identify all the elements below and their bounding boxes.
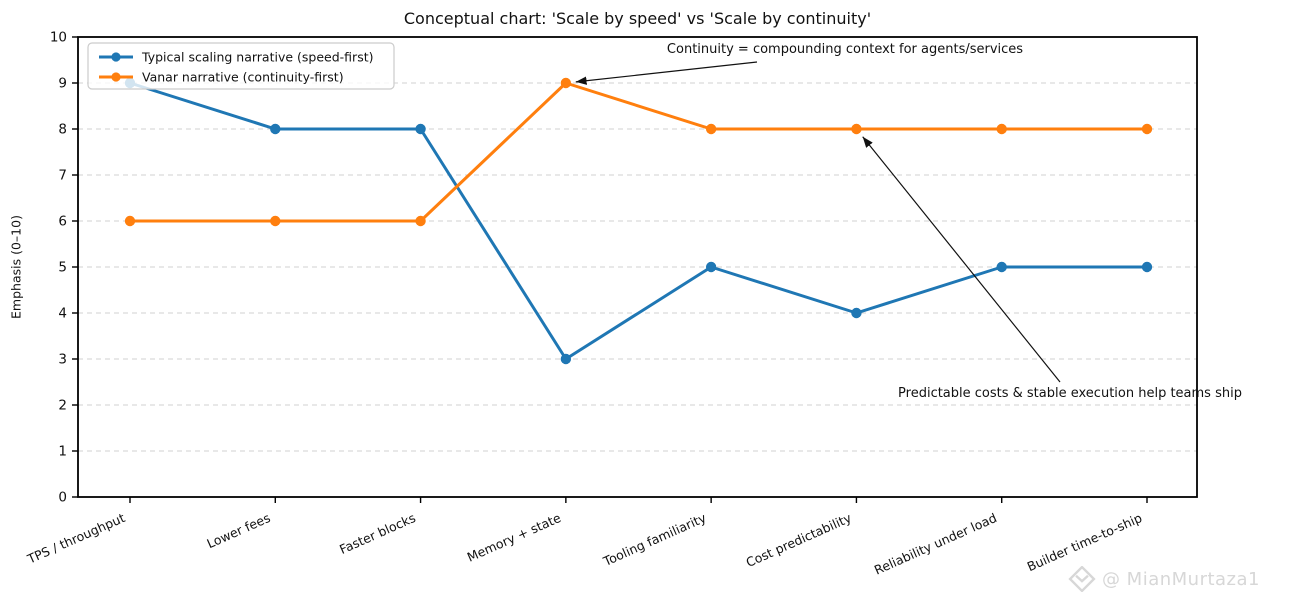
series-line-0 xyxy=(129,81,1147,361)
x-tick-label: Lower fees xyxy=(205,510,273,551)
y-tick-label: 0 xyxy=(58,490,67,506)
data-point xyxy=(851,307,862,319)
y-tick-label: 2 xyxy=(58,398,67,414)
watermark: @ MianMurtaza1 xyxy=(1068,566,1260,592)
annotation-text: Predictable costs & stable execution hel… xyxy=(898,386,1242,401)
data-point xyxy=(1141,123,1153,135)
y-tick-label: 1 xyxy=(58,444,67,460)
data-point xyxy=(1141,261,1153,273)
legend: Typical scaling narrative (speed-first) V… xyxy=(87,42,395,90)
y-tick-label: 9 xyxy=(58,76,67,92)
data-point xyxy=(996,261,1007,273)
x-tick-label: Faster blocks xyxy=(337,510,418,557)
data-point xyxy=(705,261,717,273)
watermark-handle: @ MianMurtaza1 xyxy=(1101,568,1260,590)
data-point xyxy=(996,123,1007,135)
x-tick-label: Reliability under load xyxy=(872,510,999,578)
chart-title: Conceptual chart: 'Scale by speed' vs 'S… xyxy=(403,9,872,28)
data-point xyxy=(560,353,572,365)
legend-marker xyxy=(111,72,121,82)
data-point xyxy=(705,123,717,135)
annotation-arrow xyxy=(862,136,1061,383)
x-tick-label: Memory + state xyxy=(465,510,564,565)
data-point xyxy=(270,123,281,135)
legend-label: Vanar narrative (continuity-first) xyxy=(142,70,344,85)
y-tick-label: 4 xyxy=(58,306,67,322)
data-point xyxy=(851,123,862,135)
x-tick-label: Builder time-to-ship xyxy=(1025,510,1145,574)
annotation-arrow xyxy=(575,61,758,85)
x-tick-label: Tooling familiarity xyxy=(600,510,709,569)
y-tick-label: 3 xyxy=(58,352,67,368)
legend-label: Typical scaling narrative (speed-first) xyxy=(141,50,373,65)
y-tick-label: 10 xyxy=(50,30,67,46)
series-line-1 xyxy=(130,81,1147,223)
x-tick-label: Cost predictability xyxy=(744,510,855,570)
vanar-diamond-logo-icon xyxy=(1068,566,1096,592)
annotation-text: Continuity = compounding context for age… xyxy=(667,42,1023,57)
y-tick-label: 8 xyxy=(58,122,67,138)
data-point xyxy=(270,215,281,227)
data-point xyxy=(124,215,136,227)
data-point xyxy=(560,77,572,89)
data-point xyxy=(415,123,426,135)
x-tick-label: TPS / throughput xyxy=(24,510,127,567)
y-tick-label: 7 xyxy=(58,168,67,184)
y-tick-label: 5 xyxy=(58,260,67,276)
data-point xyxy=(415,215,426,227)
legend-marker xyxy=(111,52,121,62)
y-tick-label: 6 xyxy=(58,214,67,230)
